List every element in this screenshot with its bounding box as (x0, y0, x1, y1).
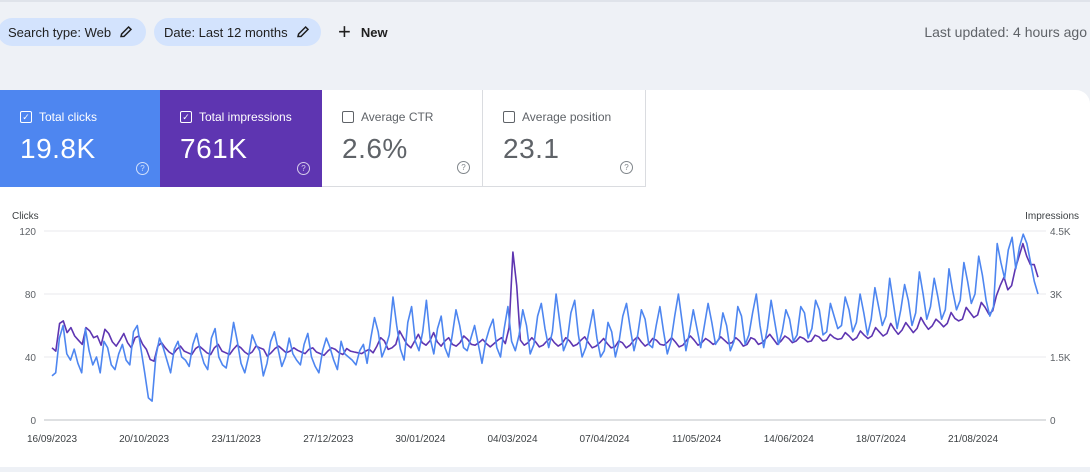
left-axis-tick-label: 40 (25, 353, 37, 364)
last-updated-text: Last updated: 4 hours ago (924, 24, 1087, 40)
left-axis-tick-label: 80 (25, 290, 37, 301)
x-axis-tick-label: 11/05/2024 (672, 434, 722, 445)
x-axis-tick-label: 04/03/2024 (487, 434, 537, 445)
left-axis-title: Clicks (12, 211, 39, 222)
x-axis-tick-label: 27/12/2023 (303, 434, 353, 445)
metric-value: 2.6% (342, 133, 408, 164)
metric-label: Average CTR (361, 110, 434, 124)
right-axis-tick-label: 1.5K (1050, 353, 1071, 364)
new-filter-button[interactable]: + New (338, 18, 388, 46)
right-axis-title: Impressions (1025, 211, 1079, 222)
left-axis-tick-label: 0 (30, 416, 36, 427)
x-axis-tick-label: 18/07/2024 (856, 434, 906, 445)
x-axis-tick-label: 07/04/2024 (580, 434, 630, 445)
top-divider (0, 0, 1090, 2)
new-button-label: New (360, 24, 388, 40)
date-label: Date: Last 12 months (164, 24, 288, 40)
checkbox-checked-icon[interactable]: ✓ (180, 111, 192, 123)
left-axis-tick-label: 120 (19, 227, 36, 238)
metric-card-average-position[interactable]: Average position 23.1 ? (483, 90, 646, 187)
search-type-label: Search type: Web (8, 24, 112, 40)
search-type-filter-chip[interactable]: Search type: Web (0, 18, 146, 46)
impressions-series-line (51, 242, 1039, 363)
checkbox-unchecked-icon[interactable] (342, 111, 354, 123)
help-icon[interactable]: ? (620, 161, 633, 174)
x-axis-tick-label: 16/09/2023 (27, 434, 77, 445)
help-icon[interactable]: ? (297, 162, 310, 175)
checkbox-unchecked-icon[interactable] (503, 111, 515, 123)
checkbox-checked-icon[interactable]: ✓ (20, 111, 32, 123)
metric-label: Total clicks (39, 110, 98, 124)
x-axis-tick-label: 20/10/2023 (119, 434, 169, 445)
x-axis-tick-label: 30/01/2024 (395, 434, 445, 445)
date-filter-chip[interactable]: Date: Last 12 months (154, 18, 321, 46)
clicks-series-line (51, 233, 1039, 402)
metric-card-total-clicks[interactable]: ✓ Total clicks 19.8K ? (0, 90, 161, 187)
metric-card-total-impressions[interactable]: ✓ Total impressions 761K ? (160, 90, 322, 187)
x-axis-tick-label: 14/06/2024 (764, 434, 814, 445)
edit-pencil-icon (296, 25, 309, 38)
metric-value: 19.8K (20, 133, 96, 164)
plus-icon: + (338, 19, 351, 44)
metric-label: Total impressions (199, 110, 292, 124)
metric-value: 761K (180, 133, 248, 164)
metric-label: Average position (522, 110, 612, 124)
x-axis-tick-label: 23/11/2023 (212, 434, 262, 445)
right-axis-tick-label: 3K (1050, 290, 1063, 301)
metric-value: 23.1 (503, 133, 560, 164)
edit-pencil-icon (120, 25, 133, 38)
help-icon[interactable]: ? (136, 162, 149, 175)
right-axis-tick-label: 0 (1050, 416, 1056, 427)
help-icon[interactable]: ? (457, 161, 470, 174)
x-axis-tick-label: 21/08/2024 (948, 434, 998, 445)
metric-card-average-ctr[interactable]: Average CTR 2.6% ? (322, 90, 483, 187)
right-axis-tick-label: 4.5K (1050, 227, 1071, 238)
